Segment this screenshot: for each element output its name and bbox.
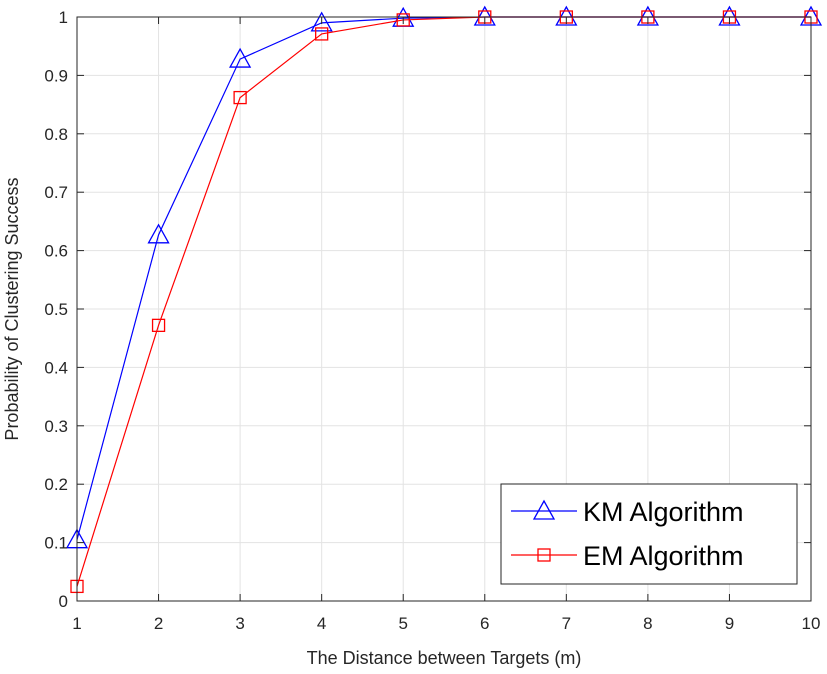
x-tick-label: 4 bbox=[317, 614, 326, 633]
data-point-marker bbox=[718, 5, 741, 26]
x-tick-label: 9 bbox=[725, 614, 734, 633]
legend: KM Algorithm EM Algorithm bbox=[500, 483, 798, 585]
y-tick-label: 1 bbox=[59, 8, 68, 27]
ticks: 1 2 3 4 5 6 7 8 9 10 0 0.1 0.2 0.3 0.4 0.5 0.6 0.7 0.8 0.9 1 bbox=[44, 8, 820, 633]
y-tick-label: 0.5 bbox=[44, 300, 68, 319]
y-tick-label: 0 bbox=[59, 592, 68, 611]
legend-entry-label: EM Algorithm bbox=[583, 541, 744, 571]
x-axis-label: The Distance between Targets (m) bbox=[307, 648, 582, 668]
data-point-marker bbox=[229, 47, 252, 68]
data-point-marker bbox=[310, 11, 333, 32]
x-tick-label: 10 bbox=[802, 614, 821, 633]
y-tick-label: 0.8 bbox=[44, 125, 68, 144]
y-tick-label: 0.4 bbox=[44, 358, 68, 377]
legend-marker bbox=[537, 548, 551, 562]
y-tick-label: 0.1 bbox=[44, 534, 68, 553]
x-tick-label: 3 bbox=[235, 614, 244, 633]
data-point-marker bbox=[636, 5, 659, 26]
legend-box bbox=[500, 483, 798, 585]
y-tick-label: 0.2 bbox=[44, 475, 68, 494]
y-tick-label: 0.9 bbox=[44, 66, 68, 85]
y-tick-label: 0.3 bbox=[44, 417, 68, 436]
y-tick-label: 0.7 bbox=[44, 183, 68, 202]
data-point-marker bbox=[473, 5, 496, 26]
x-tick-label: 1 bbox=[72, 614, 81, 633]
legend-entry-label: KM Algorithm bbox=[583, 497, 744, 527]
data-point-marker bbox=[396, 13, 410, 27]
legend-marker bbox=[532, 499, 556, 520]
data-point-marker bbox=[151, 318, 166, 333]
y-tick-label: 0.6 bbox=[44, 242, 68, 261]
data-point-marker bbox=[147, 223, 170, 244]
x-tick-label: 2 bbox=[154, 614, 163, 633]
data-point-marker bbox=[315, 27, 329, 41]
y-axis-label: Probability of Clustering Success bbox=[2, 177, 22, 440]
x-tick-label: 7 bbox=[562, 614, 571, 633]
data-point-marker bbox=[233, 90, 247, 105]
x-tick-label: 8 bbox=[643, 614, 652, 633]
x-tick-label: 6 bbox=[480, 614, 489, 633]
data-point-marker bbox=[555, 5, 578, 26]
x-tick-label: 5 bbox=[398, 614, 407, 633]
